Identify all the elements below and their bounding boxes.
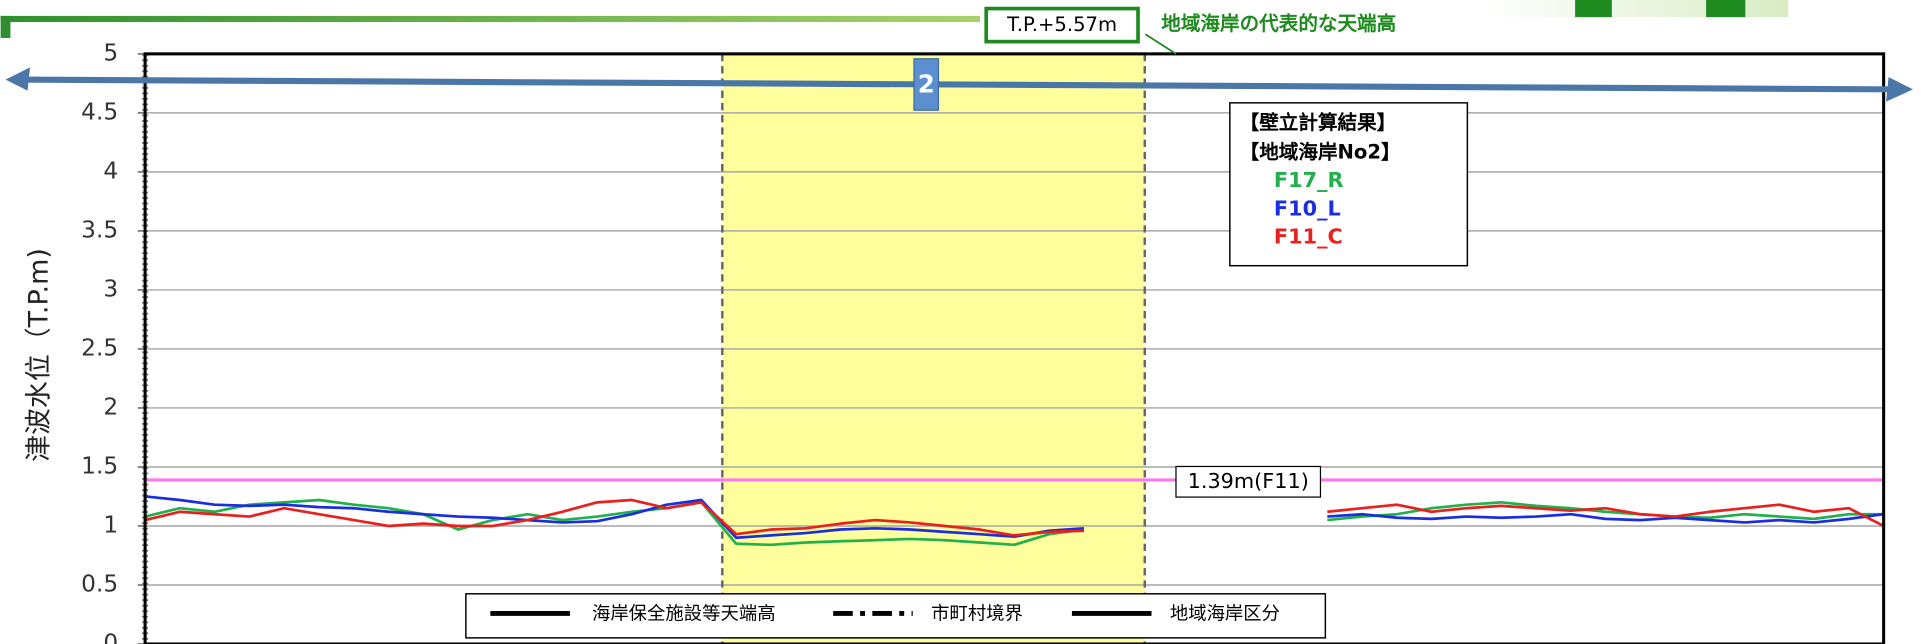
plot-frame [143, 52, 1886, 644]
legend-title: 【地域海岸No2】 [1240, 141, 1401, 164]
y-tick-label: 1.5 [81, 452, 118, 479]
y-tick-label: 2 [103, 393, 118, 420]
zone-box [913, 58, 940, 111]
y-tick-label: 4 [103, 157, 118, 184]
arrow-head [5, 67, 31, 91]
header-block [1706, 0, 1746, 18]
y-tick-label: 5 [103, 39, 118, 66]
line-legend-label: 市町村境界 [931, 604, 1023, 625]
legend-entry: F17_R [1274, 168, 1344, 192]
arrow-head [1886, 77, 1914, 102]
legend-entry: F10_L [1274, 196, 1341, 220]
legend-box [1229, 102, 1469, 267]
line-legend-box [465, 593, 1327, 639]
series-line [144, 498, 1885, 537]
legend-title: 【壁立計算結果】 [1240, 111, 1397, 134]
level-box [984, 6, 1140, 44]
plot: 0 0.5 1 1.5 2 2.5 3 3.5 4 4.5 5 津波水位（T.P.m) 1.39m(F1… [5, 39, 1914, 644]
zone-label: 2 [918, 70, 935, 99]
series-line [144, 495, 1884, 540]
y-tick-label: 3.5 [81, 216, 118, 243]
reference-label-box [1175, 465, 1322, 498]
header-block [1575, 0, 1612, 18]
header-corner [0, 15, 11, 38]
level-label: T.P.+5.57m [1006, 13, 1117, 36]
y-axis-title: 津波水位（T.P.m) [23, 248, 54, 462]
line-legend-label: 地域海岸区分 [1170, 604, 1280, 625]
header-bar [0, 15, 981, 23]
y-tick-label: 1 [103, 511, 118, 538]
y-tick-label: 4.5 [81, 98, 118, 125]
reference-label: 1.39m(F11) [1188, 469, 1309, 493]
level-caption: 地域海岸の代表的な天端高 [1161, 12, 1396, 35]
y-tick-label: 0.5 [81, 570, 118, 597]
line-legend-label: 海岸保全施設等天端高 [592, 604, 776, 625]
y-tick-label: 3 [103, 275, 118, 302]
level-connector [1144, 33, 1177, 55]
y-tick-label: 2.5 [81, 334, 118, 361]
zone-arrow [17, 76, 1896, 93]
y-tick-label: 0 [103, 630, 118, 644]
legend-entry: F11_C [1274, 225, 1343, 249]
